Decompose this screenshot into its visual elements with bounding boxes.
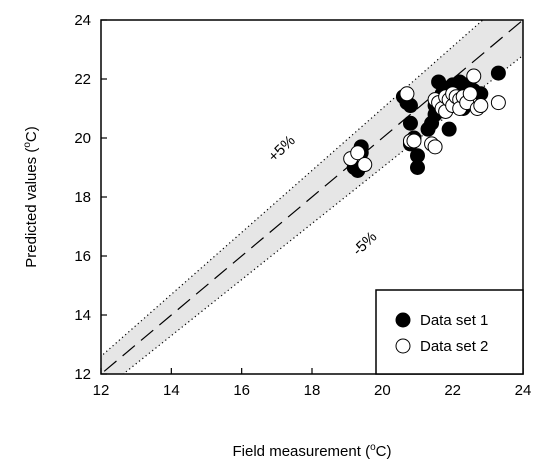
- y-tick-label: 24: [74, 12, 91, 29]
- y-tick-label: 16: [74, 248, 91, 265]
- legend: Data set 1 Data set 2: [375, 289, 524, 375]
- data-point-series-1: [410, 148, 425, 164]
- legend-marker-data-set-1: [395, 312, 411, 328]
- data-point-series-2: [357, 157, 373, 173]
- y-axis: 12 14 16 18 20 22 24: [74, 12, 107, 383]
- y-tick-label: 20: [74, 130, 91, 147]
- y-tick-label: 22: [74, 71, 91, 88]
- x-tick-label: 16: [233, 382, 250, 399]
- identity-line: [101, 20, 523, 374]
- data-point-series-2: [462, 86, 478, 102]
- data-point-series-2: [466, 68, 482, 84]
- data-point-series-2: [490, 95, 506, 111]
- data-point-series-2: [406, 133, 422, 149]
- y-tick-label: 12: [74, 366, 91, 383]
- data-point-series-2: [350, 145, 366, 161]
- legend-marker-data-set-2: [395, 338, 411, 354]
- x-tick-label: 20: [374, 382, 391, 399]
- data-point-series-2: [399, 86, 415, 102]
- legend-label-data-set-2: Data set 2: [420, 338, 488, 355]
- upper-bound-line: [101, 20, 484, 358]
- y-axis-label-superscript: o: [22, 142, 33, 148]
- x-tick-label: 12: [93, 382, 110, 399]
- data-point-series-1: [402, 115, 418, 131]
- x-tick-label: 22: [444, 382, 461, 399]
- y-tick-label: 14: [74, 307, 91, 324]
- legend-box: [375, 289, 524, 375]
- y-axis-label: Predicted values (oC): [22, 126, 40, 267]
- x-tick-label: 24: [515, 382, 532, 399]
- data-point-series-1: [441, 121, 457, 137]
- legend-label-data-set-1: Data set 1: [420, 312, 488, 329]
- x-axis: 12 14 16 18 20 22 24: [93, 368, 532, 399]
- x-tick-label: 18: [304, 382, 321, 399]
- data-point-series-2: [473, 98, 489, 114]
- plot-area: [100, 19, 524, 375]
- data-point-series-1: [490, 65, 506, 81]
- data-points: [343, 65, 506, 178]
- x-tick-label: 14: [163, 382, 180, 399]
- y-tick-label: 18: [74, 189, 91, 206]
- x-axis-label-superscript: o: [370, 442, 376, 453]
- x-axis-label: Field measurement (oC): [233, 442, 392, 460]
- data-point-series-2: [427, 139, 443, 155]
